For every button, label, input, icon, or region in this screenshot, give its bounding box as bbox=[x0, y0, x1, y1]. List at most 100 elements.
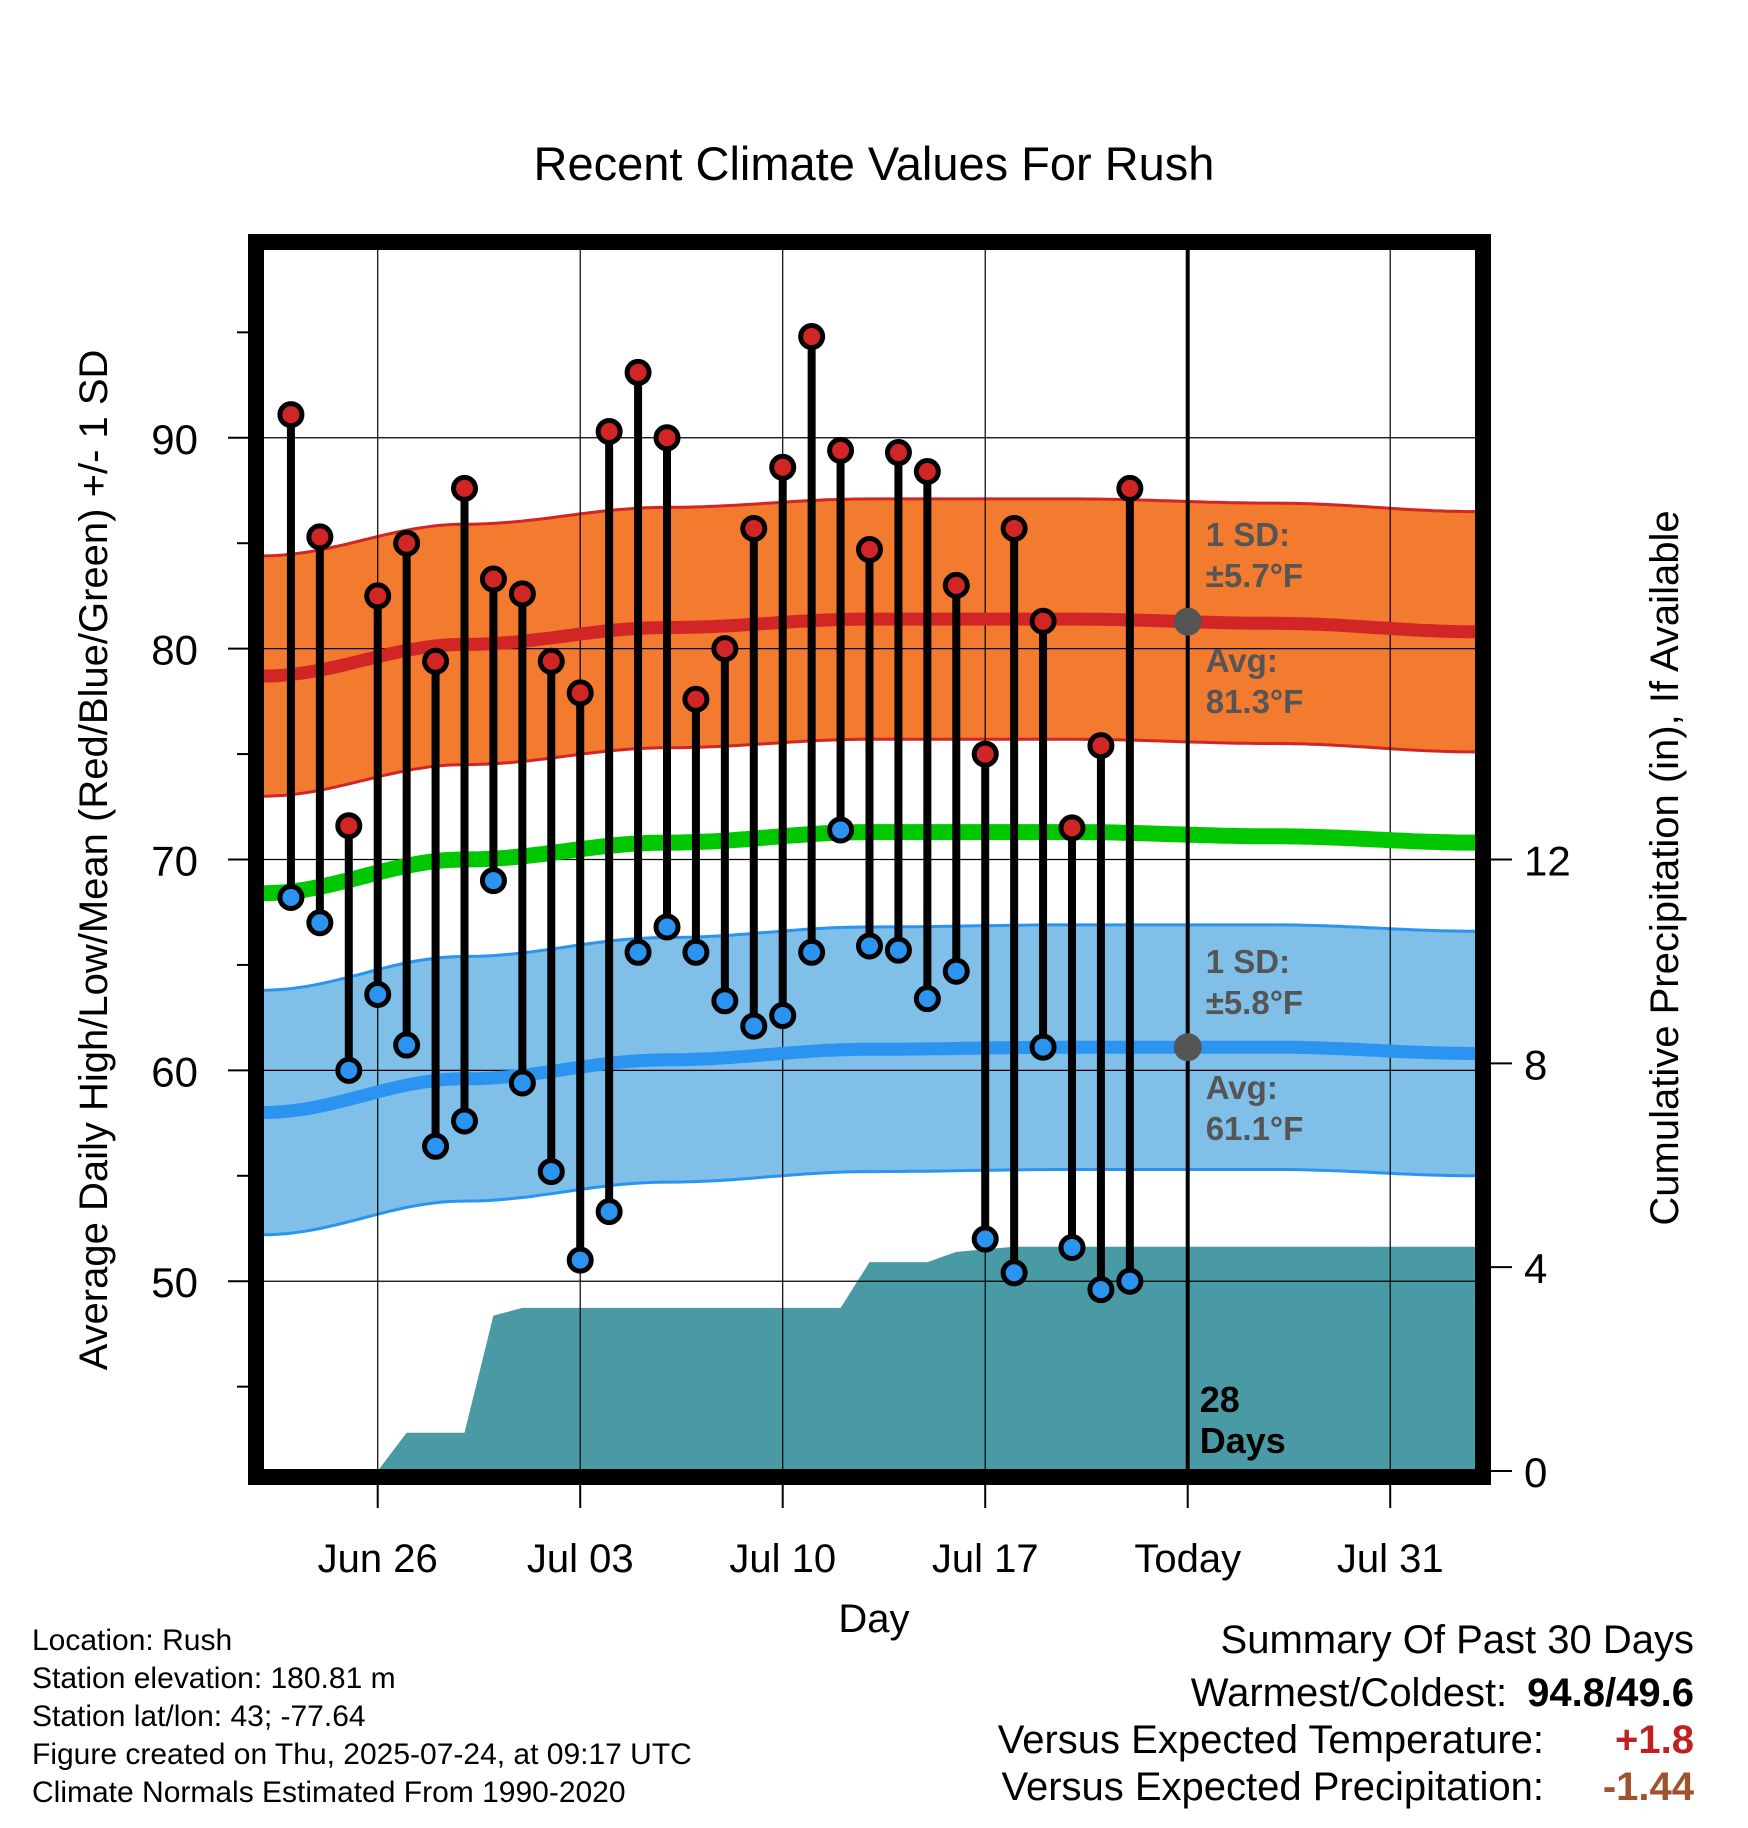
low-avg-annotation-line1: Avg: bbox=[1206, 1069, 1278, 1106]
daily-low-dot bbox=[740, 1012, 768, 1040]
y-axis-label: Average Daily High/Low/Mean (Red/Blue/Gr… bbox=[72, 350, 116, 1371]
daily-low-dot bbox=[566, 1246, 594, 1274]
daily-low-dot bbox=[798, 938, 826, 966]
daily-low-dot bbox=[508, 1069, 536, 1097]
summary-precip-row: Versus Expected Precipitation: -1.44 bbox=[998, 1765, 1694, 1810]
chart-title: Recent Climate Values For Rush bbox=[534, 137, 1215, 190]
daily-high-dot bbox=[798, 323, 826, 351]
daily-low-dot bbox=[711, 987, 739, 1015]
y-tick-label: 50 bbox=[151, 1259, 198, 1306]
info-normals: Climate Normals Estimated From 1990-2020 bbox=[32, 1776, 626, 1809]
daily-low-dot bbox=[393, 1031, 421, 1059]
daily-low-dot bbox=[913, 985, 941, 1013]
today-low-normal-marker bbox=[1173, 1033, 1202, 1062]
daily-high-dot bbox=[451, 474, 478, 502]
daily-high-dot bbox=[769, 453, 797, 481]
daily-high-dot bbox=[682, 685, 710, 713]
x-tick-label: Jun 26 bbox=[318, 1537, 438, 1581]
daily-high-dot bbox=[479, 565, 507, 593]
daily-low-dot bbox=[769, 1002, 797, 1030]
daily-high-dot bbox=[277, 401, 305, 429]
y-tick-label: 60 bbox=[151, 1048, 198, 1095]
summary-precip-value: -1.44 bbox=[1602, 1765, 1694, 1809]
daily-low-dot bbox=[1058, 1233, 1086, 1261]
x-tick-label: Jul 31 bbox=[1337, 1537, 1444, 1581]
daily-high-dot bbox=[624, 358, 652, 386]
daily-low-dot bbox=[537, 1158, 565, 1186]
daily-low-dot bbox=[1087, 1276, 1115, 1304]
daily-high-dot bbox=[306, 523, 334, 551]
high-avg-annotation-line1: Avg: bbox=[1206, 642, 1278, 679]
info-location: Location: Rush bbox=[32, 1624, 233, 1657]
plot-frame bbox=[248, 234, 1491, 1485]
daily-high-dot bbox=[566, 679, 594, 707]
low-sd-annotation-line1: 1 SD: bbox=[1206, 943, 1290, 980]
daily-low-dot bbox=[595, 1198, 623, 1226]
low-sd-annotation-line2: ±5.8°F bbox=[1206, 984, 1303, 1021]
daily-high-dot bbox=[422, 647, 450, 675]
y-tick-label: 90 bbox=[151, 416, 198, 463]
period-label-count: 28 bbox=[1200, 1379, 1240, 1420]
daily-high-dot bbox=[508, 580, 536, 608]
summary-temp-row: Versus Expected Temperature: +1.8 bbox=[998, 1718, 1694, 1763]
daily-high-dot bbox=[711, 635, 739, 663]
y2-tick-label: 12 bbox=[1524, 838, 1571, 885]
period-label-unit: Days bbox=[1200, 1420, 1286, 1461]
daily-high-dot bbox=[595, 417, 623, 445]
info-latlon: Station lat/lon: 43; -77.64 bbox=[32, 1700, 366, 1733]
y-tick-label: 80 bbox=[151, 627, 198, 674]
y2-tick-label: 0 bbox=[1524, 1449, 1547, 1496]
daily-low-dot bbox=[682, 938, 710, 966]
x-tick-label: Jul 03 bbox=[527, 1537, 634, 1581]
daily-high-dot bbox=[1058, 814, 1086, 842]
high-sd-annotation-line2: ±5.7°F bbox=[1206, 557, 1303, 594]
info-elevation: Station elevation: 180.81 m bbox=[32, 1662, 396, 1695]
low-avg-annotation-line2: 61.1°F bbox=[1206, 1110, 1304, 1147]
info-created: Figure created on Thu, 2025-07-24, at 09… bbox=[32, 1738, 692, 1771]
daily-low-dot bbox=[856, 932, 883, 960]
daily-high-dot bbox=[1116, 474, 1144, 502]
daily-high-dot bbox=[913, 458, 941, 486]
summary-warmest-row: Warmest/Coldest: 94.8/49.6 bbox=[998, 1671, 1694, 1716]
high-sd-annotation-line1: 1 SD: bbox=[1206, 516, 1290, 553]
station-info: Location: Rush Station elevation: 180.81… bbox=[32, 1622, 692, 1812]
summary-precip-label: Versus Expected Precipitation: bbox=[1001, 1765, 1544, 1809]
daily-high-dot bbox=[971, 740, 999, 768]
plot-area: 1 SD: ±5.7°F Avg: 81.3°F 1 SD: ±5.8°F Avg: 61.1… bbox=[151, 234, 1571, 1581]
daily-high-dot bbox=[364, 582, 392, 610]
daily-high-dot bbox=[884, 439, 912, 467]
daily-high-dot bbox=[537, 647, 565, 675]
y2-axis-label: Cumulative Precipitation (in), If Availa… bbox=[1643, 510, 1687, 1225]
daily-low-dot bbox=[653, 913, 681, 941]
x-tick-label: Jul 17 bbox=[932, 1537, 1039, 1581]
daily-high-dot bbox=[1029, 607, 1057, 635]
summary-temp-label: Versus Expected Temperature: bbox=[997, 1718, 1544, 1762]
daily-low-dot bbox=[364, 980, 392, 1008]
daily-high-dot bbox=[856, 536, 883, 564]
daily-low-dot bbox=[1116, 1267, 1144, 1295]
daily-high-dot bbox=[393, 529, 421, 557]
summary-warmest-value: 94.8/49.6 bbox=[1527, 1671, 1694, 1715]
daily-low-dot bbox=[479, 867, 507, 895]
daily-low-dot bbox=[624, 938, 652, 966]
daily-high-dot bbox=[942, 571, 970, 599]
x-tick-label: Today bbox=[1134, 1537, 1241, 1581]
x-axis-label: Day bbox=[838, 1597, 909, 1641]
summary-panel: Summary Of Past 30 Days Warmest/Coldest:… bbox=[998, 1618, 1694, 1810]
daily-low-dot bbox=[827, 816, 855, 844]
precip-area bbox=[262, 1246, 1477, 1471]
y2-tick-label: 8 bbox=[1524, 1041, 1547, 1088]
y-tick-label: 70 bbox=[151, 838, 198, 885]
plot-inner: 1 SD: ±5.7°F Avg: 81.3°F 1 SD: ±5.8°F Avg: 61.1… bbox=[262, 248, 1477, 1471]
daily-high-dot bbox=[740, 514, 768, 542]
daily-high-dot bbox=[335, 812, 363, 840]
daily-high-dot bbox=[1087, 732, 1115, 760]
daily-high-dot bbox=[653, 424, 681, 452]
daily-low-dot bbox=[335, 1056, 363, 1084]
high-avg-annotation-line2: 81.3°F bbox=[1206, 683, 1304, 720]
daily-low-dot bbox=[306, 909, 334, 937]
y2-tick-label: 4 bbox=[1524, 1245, 1547, 1292]
daily-low-dot bbox=[422, 1132, 450, 1160]
summary-title: Summary Of Past 30 Days bbox=[1220, 1618, 1694, 1662]
